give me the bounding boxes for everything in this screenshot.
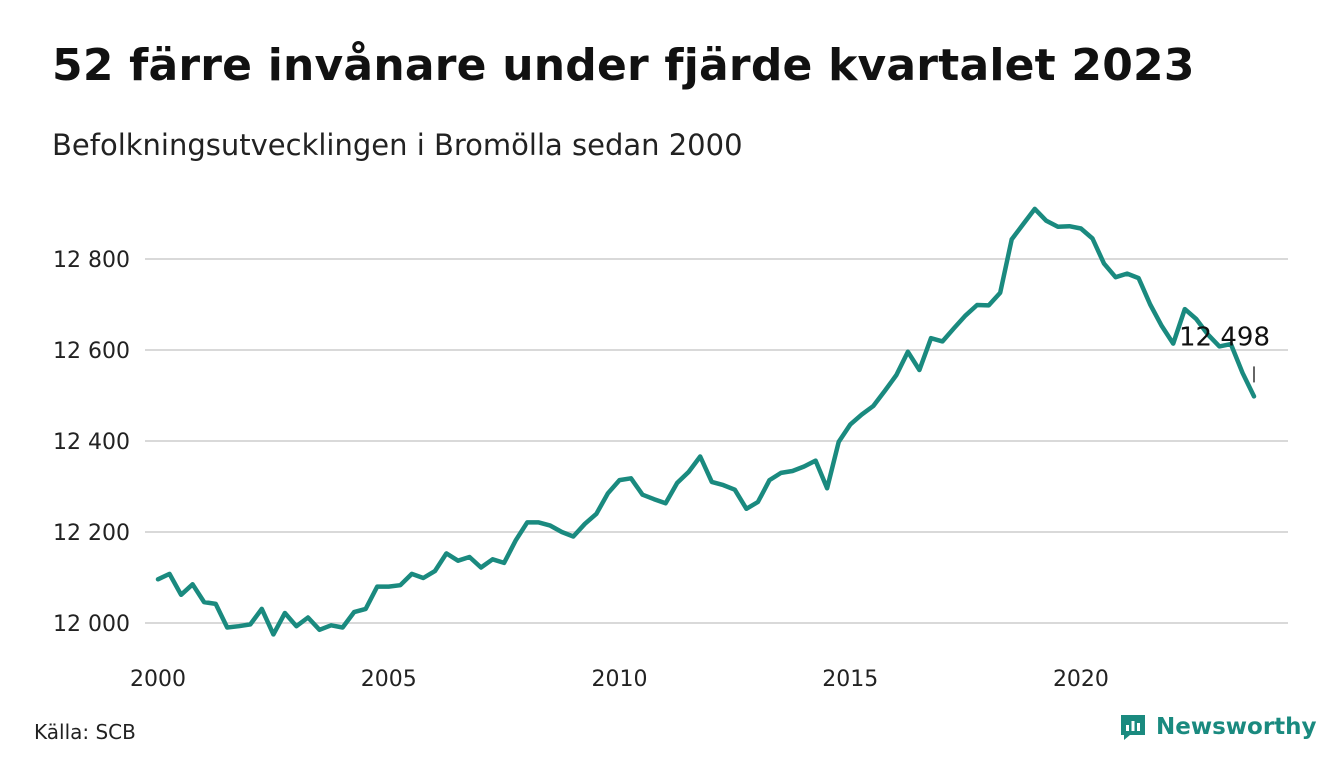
y-tick-label: 12 200 — [53, 521, 130, 546]
y-tick-label: 12 600 — [53, 339, 130, 364]
x-tick-label: 2005 — [361, 667, 417, 692]
x-tick-label: 2010 — [591, 667, 647, 692]
gridlines — [145, 258, 1288, 624]
series-line — [155, 206, 1257, 637]
annotation-label: 12 498 — [1179, 322, 1270, 352]
y-tick-label: 12 000 — [53, 612, 130, 637]
chart-subtitle: Befolkningsutvecklingen i Bromölla sedan… — [52, 128, 743, 162]
y-tick-label: 12 400 — [53, 430, 130, 455]
newsworthy-logo-icon — [1121, 715, 1145, 740]
x-tick-label: 2000 — [130, 667, 186, 692]
chart-title: 52 färre invånare under fjärde kvartalet… — [52, 40, 1195, 91]
brand-name: Newsworthy — [1156, 714, 1317, 740]
y-axis-ticks: 12 000 12 200 12 400 12 600 12 800 — [53, 248, 130, 637]
x-tick-label: 2015 — [822, 667, 878, 692]
x-tick-label: 2020 — [1053, 667, 1109, 692]
source-note: Källa: SCB — [34, 720, 136, 744]
brand-logo: Newsworthy — [1118, 712, 1317, 742]
x-axis-ticks: 2000 2005 2010 2015 2020 — [130, 667, 1109, 692]
y-tick-label: 12 800 — [53, 248, 130, 273]
annotation-layer: 12 498 — [1179, 322, 1270, 383]
series-layer — [155, 206, 1257, 637]
